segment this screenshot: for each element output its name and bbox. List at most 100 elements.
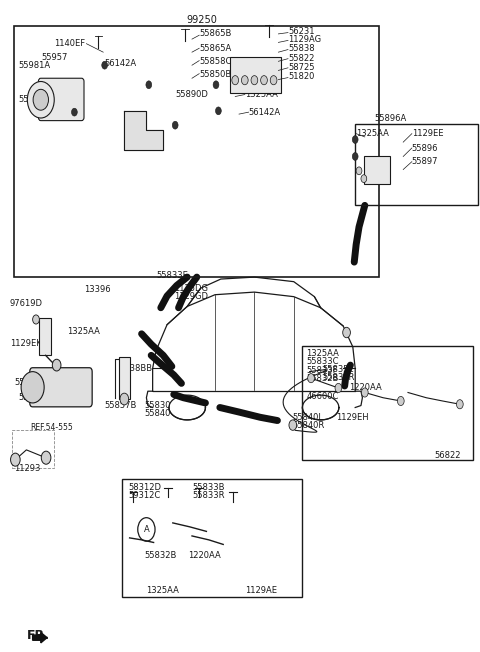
Text: 55896A: 55896A	[374, 114, 407, 123]
Text: 55835L: 55835L	[323, 365, 354, 374]
Text: 55850B: 55850B	[199, 70, 231, 79]
Text: 55840: 55840	[144, 409, 170, 418]
Circle shape	[356, 167, 362, 175]
Text: 1325AA: 1325AA	[306, 349, 339, 358]
Text: 46600C: 46600C	[306, 392, 338, 401]
Text: 55832B: 55832B	[144, 551, 176, 560]
Text: 1125DG: 1125DG	[174, 284, 208, 293]
Text: 55981A: 55981A	[18, 61, 50, 70]
Text: 56142A: 56142A	[249, 108, 281, 117]
Circle shape	[343, 327, 350, 338]
Text: 55853B: 55853B	[14, 378, 47, 387]
Text: 99250: 99250	[186, 14, 217, 25]
Text: 55833E: 55833E	[156, 271, 188, 280]
Text: 55865A: 55865A	[199, 44, 231, 53]
Text: 55858C: 55858C	[199, 57, 231, 66]
Circle shape	[361, 388, 368, 397]
Circle shape	[397, 396, 404, 406]
Text: 55897: 55897	[412, 157, 438, 166]
Circle shape	[52, 359, 61, 371]
Bar	[355, 124, 478, 205]
Text: 55857B: 55857B	[105, 401, 137, 410]
Text: 55822: 55822	[288, 53, 314, 63]
Text: 1129EH: 1129EH	[336, 413, 369, 422]
Circle shape	[102, 61, 108, 69]
Text: 1140EF: 1140EF	[54, 39, 85, 48]
Bar	[119, 357, 130, 399]
Text: 1220AA: 1220AA	[188, 551, 221, 560]
Text: FR.: FR.	[26, 629, 49, 642]
Circle shape	[241, 76, 248, 85]
Text: 58725: 58725	[288, 63, 314, 72]
Circle shape	[232, 76, 239, 85]
Bar	[302, 346, 473, 460]
Circle shape	[33, 315, 39, 324]
Bar	[14, 26, 379, 277]
Text: 1220AA: 1220AA	[349, 383, 382, 393]
Circle shape	[172, 121, 178, 129]
Circle shape	[21, 372, 44, 403]
Text: 1325AA: 1325AA	[67, 327, 100, 336]
Circle shape	[72, 108, 77, 116]
Circle shape	[352, 153, 358, 160]
Text: A: A	[144, 525, 149, 534]
Text: 55832B: 55832B	[306, 374, 338, 383]
Bar	[39, 318, 51, 355]
Text: 1325AA: 1325AA	[356, 129, 389, 138]
Text: 1129EK: 1129EK	[10, 339, 41, 348]
Text: 55833R: 55833R	[192, 491, 225, 500]
Bar	[12, 430, 54, 468]
Text: 97619D: 97619D	[10, 299, 43, 308]
Text: 59312C: 59312C	[129, 491, 161, 500]
Text: 55890D: 55890D	[175, 90, 208, 99]
Circle shape	[308, 374, 314, 383]
Text: 55957: 55957	[41, 53, 67, 62]
Text: 1129AE: 1129AE	[245, 585, 277, 595]
Bar	[230, 57, 281, 93]
Text: 1325AA: 1325AA	[38, 108, 71, 117]
Text: 55881A: 55881A	[18, 95, 50, 104]
Circle shape	[289, 420, 297, 430]
Text: 55840R: 55840R	[293, 421, 325, 430]
Circle shape	[33, 89, 48, 110]
Circle shape	[146, 81, 152, 89]
FancyBboxPatch shape	[30, 368, 92, 407]
Circle shape	[251, 76, 258, 85]
Bar	[122, 479, 302, 597]
Circle shape	[456, 400, 463, 409]
Text: 55830: 55830	[144, 401, 170, 410]
Polygon shape	[124, 111, 163, 150]
Text: 55835R: 55835R	[323, 373, 355, 382]
Circle shape	[41, 451, 51, 464]
Circle shape	[11, 453, 20, 466]
Circle shape	[352, 136, 358, 143]
Text: 51820: 51820	[288, 72, 314, 82]
FancyBboxPatch shape	[38, 78, 84, 121]
Bar	[364, 156, 390, 184]
Text: 55865B: 55865B	[199, 29, 231, 38]
Text: 56142A: 56142A	[105, 59, 137, 68]
Text: 55851: 55851	[18, 393, 45, 402]
Text: 58312D: 58312D	[129, 482, 162, 492]
Text: 56231: 56231	[288, 27, 314, 37]
Circle shape	[270, 76, 277, 85]
Text: 1338BB: 1338BB	[119, 364, 152, 373]
Text: REF.54-555: REF.54-555	[30, 422, 73, 432]
Text: 55838: 55838	[288, 44, 314, 53]
Circle shape	[261, 76, 267, 85]
Text: 55833F: 55833F	[306, 366, 338, 375]
Circle shape	[120, 393, 129, 405]
Text: 1325AA: 1325AA	[245, 90, 277, 99]
Circle shape	[216, 107, 221, 115]
Text: 55840L: 55840L	[293, 413, 324, 422]
Text: 55833C: 55833C	[306, 357, 339, 366]
Text: 1325AA: 1325AA	[146, 585, 179, 595]
Text: 56822: 56822	[434, 451, 461, 460]
Text: 1129GD: 1129GD	[174, 291, 208, 301]
Circle shape	[27, 82, 54, 118]
Text: 1129AG: 1129AG	[288, 35, 321, 44]
Text: 1129EE: 1129EE	[412, 129, 444, 138]
Circle shape	[213, 81, 219, 89]
Circle shape	[335, 383, 342, 393]
Text: 55896: 55896	[412, 143, 438, 153]
